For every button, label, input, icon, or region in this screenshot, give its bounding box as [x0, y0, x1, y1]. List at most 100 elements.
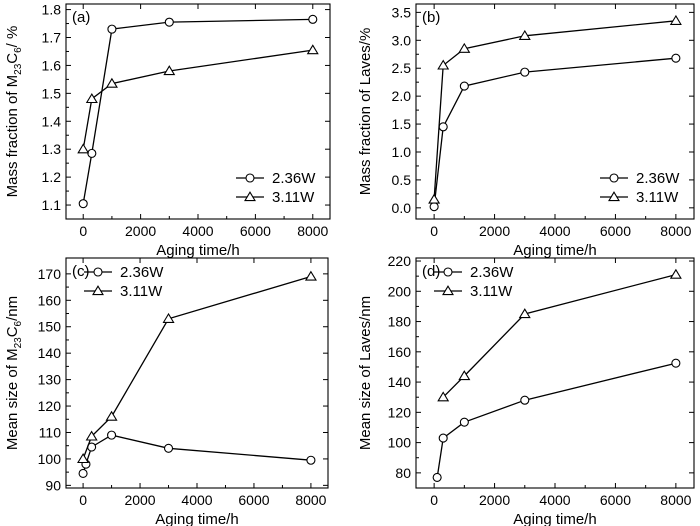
data-point [164, 17, 174, 27]
panel-4: 0 2000 4000 6000 8000 80 100 120 140 160 180 200 220… [357, 253, 695, 526]
y-axis-label-part: /nm [4, 296, 21, 321]
y-axis-label-subscript: 23 [13, 63, 24, 75]
y-axis-label-part: Mass fraction of M [4, 75, 21, 198]
data-point [671, 53, 681, 63]
data-point [306, 455, 316, 465]
series-2.36W [429, 53, 681, 212]
data-point [107, 24, 117, 34]
x-tick-label: 4000 [539, 223, 570, 239]
y-axis-label-part: Mean size of M [4, 348, 21, 450]
data-point [85, 430, 98, 441]
data-point [78, 468, 88, 479]
data-point [308, 14, 318, 24]
y-axis-label: Mean size of M23C6/nm [4, 296, 24, 450]
y-tick-label: 140 [388, 374, 412, 390]
x-tick-label: 0 [79, 223, 87, 239]
series-2.36W [78, 14, 318, 209]
y-axis-label-part: / % [4, 26, 21, 48]
y-tick-label: 160 [388, 344, 412, 360]
y-tick-label: 120 [388, 404, 412, 420]
y-tick-label: 100 [38, 451, 62, 467]
legend-label: 2.36W [636, 170, 680, 187]
y-tick-label: 2.5 [392, 60, 412, 76]
panel-label: (b) [422, 9, 440, 26]
data-point [428, 193, 441, 204]
data-point [518, 308, 531, 319]
y-tick-label: 160 [38, 292, 62, 308]
series-line [442, 273, 677, 398]
x-tick-label: 2000 [479, 492, 510, 508]
y-tick-label: 1.1 [42, 197, 62, 213]
x-tick-label: 4000 [539, 492, 570, 508]
y-tick-label: 1.7 [42, 30, 62, 46]
series-line [436, 362, 677, 478]
y-axis-label-subscript: 6 [13, 320, 24, 326]
data-point [162, 312, 175, 323]
legend-marker [442, 285, 454, 296]
legend-marker [244, 191, 256, 202]
y-axis-label: Mean size of Laves/nm [357, 296, 374, 450]
panel-3: 0 2000 4000 6000 8000 90 100 110 120 130 140 150 160… [4, 257, 329, 526]
series-line [82, 275, 312, 460]
data-point [77, 143, 90, 154]
x-tick-label: 0 [430, 223, 438, 239]
x-tick-label: 6000 [240, 223, 271, 239]
x-tick-label: 8000 [660, 223, 691, 239]
data-point [458, 42, 471, 53]
data-point [87, 148, 97, 158]
series-3.11W [77, 270, 317, 464]
data-point [437, 59, 450, 70]
y-tick-label: 3.5 [392, 4, 412, 20]
legend: 2.36W 3.11W [600, 170, 680, 206]
y-tick-label: 120 [38, 398, 62, 414]
data-point [105, 410, 118, 421]
y-tick-label: 1.6 [42, 57, 62, 73]
x-axis-label: Aging time/h [513, 511, 596, 526]
y-tick-label: 100 [388, 435, 412, 451]
x-tick-label: 0 [430, 492, 438, 508]
series-line [82, 49, 313, 150]
data-point [438, 433, 448, 443]
y-tick-label: 1.5 [42, 85, 62, 101]
series-3.11W [428, 14, 682, 204]
data-point [304, 270, 317, 281]
data-point [459, 81, 469, 91]
data-point [77, 453, 90, 464]
x-tick-label: 2000 [125, 223, 156, 239]
legend-marker [93, 267, 103, 277]
data-point [429, 202, 439, 212]
series-2.36W [432, 358, 681, 482]
legend-label: 3.11W [272, 189, 315, 206]
data-point [105, 77, 118, 88]
data-point [107, 430, 117, 440]
y-axis-label-part: C [4, 53, 21, 64]
legend-marker [245, 173, 255, 183]
x-tick-label: 8000 [660, 492, 691, 508]
legend-marker [443, 267, 453, 277]
data-point [85, 93, 98, 104]
y-tick-label: 1.5 [392, 116, 412, 132]
data-point [669, 268, 682, 279]
data-point [671, 358, 681, 368]
legend: 2.36W 3.11W [84, 264, 164, 300]
x-tick-label: 2000 [124, 492, 155, 508]
x-tick-label: 6000 [600, 223, 631, 239]
legend-marker [608, 191, 620, 202]
plot-frame [65, 257, 329, 489]
panel-label: (d) [422, 263, 440, 280]
legend: 2.36W 3.11W [236, 170, 316, 206]
plot-frame [415, 257, 695, 489]
y-tick-label: 180 [388, 314, 412, 330]
x-axis-label: Aging time/h [156, 242, 239, 259]
y-tick-label: 170 [38, 266, 62, 282]
data-point [518, 29, 531, 40]
data-point [520, 395, 530, 405]
y-tick-label: 1.8 [42, 2, 62, 18]
y-tick-label: 1.4 [42, 113, 62, 129]
x-tick-label: 0 [79, 492, 87, 508]
y-tick-label: 80 [395, 465, 411, 481]
data-point [458, 370, 471, 381]
data-point [432, 472, 442, 482]
y-axis-label-subscript: 23 [13, 337, 24, 349]
